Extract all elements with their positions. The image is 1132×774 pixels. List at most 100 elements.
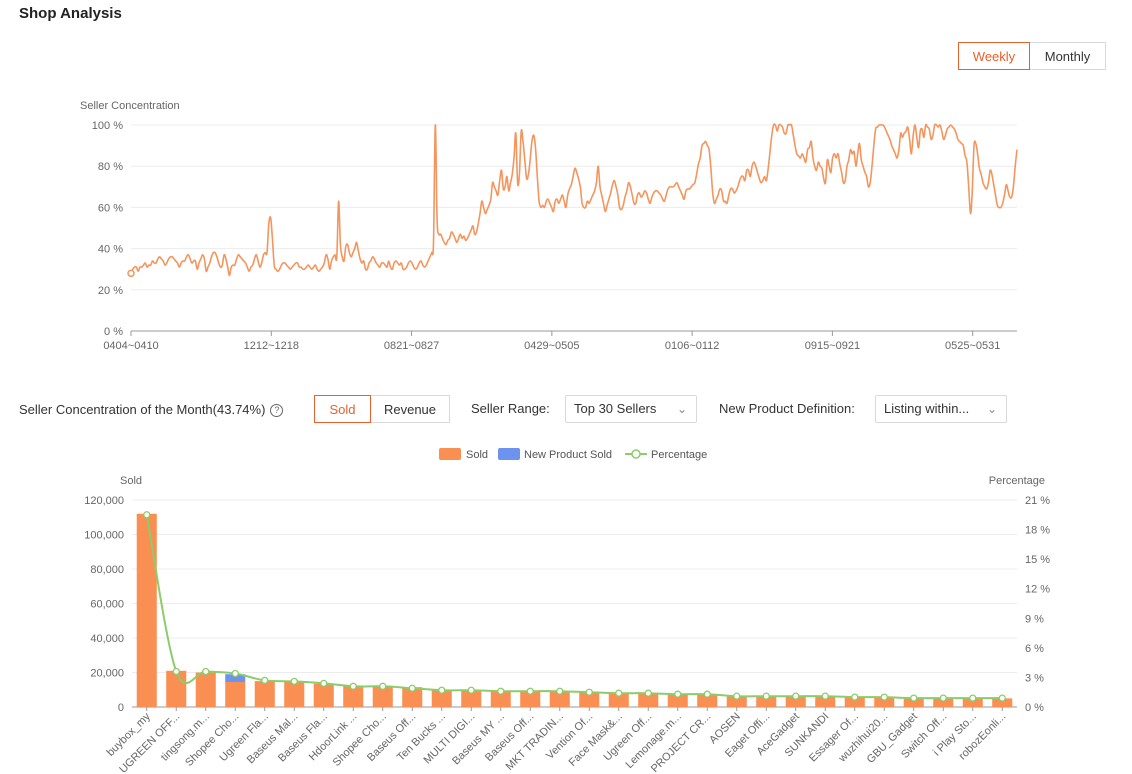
sold-button[interactable]: Sold xyxy=(314,395,371,423)
percentage-point xyxy=(998,694,1006,702)
percentage-point xyxy=(438,686,446,694)
concentration-series-line xyxy=(130,123,1018,277)
percentage-point xyxy=(379,682,387,690)
y2-axis-title: Percentage xyxy=(989,475,1045,487)
bar-new-product-sold xyxy=(225,674,246,682)
bar-sold xyxy=(490,690,511,707)
x-tick-label: 0429~0505 xyxy=(524,340,579,352)
y2-tick-label: 15 % xyxy=(1025,554,1050,566)
percentage-point xyxy=(792,692,800,700)
bar-sold xyxy=(195,672,216,707)
percentage-point xyxy=(349,682,357,690)
monthly-button[interactable]: Monthly xyxy=(1030,42,1106,70)
percentage-point xyxy=(851,693,859,701)
percentage-point xyxy=(733,692,741,700)
bar-sold xyxy=(785,696,806,707)
percentage-point xyxy=(644,689,652,697)
legend-sold-label: Sold xyxy=(466,449,488,461)
bar-sold xyxy=(933,698,954,707)
x-tick-label: 0106~0112 xyxy=(665,340,720,352)
y-tick-label: 60 % xyxy=(98,202,123,214)
bar-sold xyxy=(313,683,334,707)
bar-sold xyxy=(549,691,570,707)
percentage-point xyxy=(939,694,947,702)
legend-sold-swatch xyxy=(439,448,461,460)
y2-tick-label: 12 % xyxy=(1025,584,1050,596)
y2-tick-label: 3 % xyxy=(1025,672,1044,684)
y-axis-title: Sold xyxy=(120,475,142,487)
percentage-point xyxy=(615,689,623,697)
bar-sold xyxy=(638,693,659,707)
bar-sold xyxy=(431,689,452,707)
revenue-button[interactable]: Revenue xyxy=(371,395,450,423)
percentage-point xyxy=(320,679,328,687)
percentage-point xyxy=(585,688,593,696)
seller-range-label: Seller Range: xyxy=(471,401,550,416)
percentage-point xyxy=(969,694,977,702)
percentage-point xyxy=(143,511,151,519)
y-tick-label: 40,000 xyxy=(90,633,124,645)
y-tick-label: 100 % xyxy=(92,120,123,132)
seller-concentration-line-chart: Seller Concentration 0 % 20 % 40 % 60 % 80 % 1… xyxy=(80,100,1018,352)
seller-range-select[interactable]: Top 30 Sellers ⌄ xyxy=(565,395,697,423)
y2-tick-label: 6 % xyxy=(1025,643,1044,655)
y-tick-label: 120,000 xyxy=(84,495,124,507)
period-toggle: Weekly Monthly xyxy=(958,42,1106,70)
bar-sold xyxy=(697,694,718,707)
percentage-point xyxy=(202,667,210,676)
y2-tick-label: 18 % xyxy=(1025,525,1050,537)
concentration-month-row: Seller Concentration of the Month(43.74%… xyxy=(19,402,284,417)
bar-sold xyxy=(166,670,187,707)
percentage-point xyxy=(556,687,564,695)
bar-sold xyxy=(608,693,629,707)
percentage-point xyxy=(261,676,269,685)
series-start-point xyxy=(127,269,135,278)
legend-new-product-swatch xyxy=(498,448,520,460)
percentage-point xyxy=(467,686,475,694)
y-tick-label: 60,000 xyxy=(90,599,124,611)
y2-tick-label: 0 % xyxy=(1025,702,1044,714)
bar-sold xyxy=(284,681,305,707)
y-tick-label: 0 xyxy=(118,702,124,714)
bar-sold xyxy=(903,698,924,707)
question-circle-icon[interactable]: ? xyxy=(270,404,284,417)
y2-tick-label: 21 % xyxy=(1025,495,1050,507)
metric-toggle: Sold Revenue xyxy=(314,395,450,423)
percentage-point xyxy=(821,692,829,700)
percentage-point xyxy=(910,694,918,702)
chevron-down-icon: ⌄ xyxy=(676,402,687,416)
x-tick-label: 0915~0921 xyxy=(805,340,860,352)
percentage-point xyxy=(231,669,239,678)
chevron-down-icon: ⌄ xyxy=(986,402,997,416)
seller-range-value: Top 30 Sellers xyxy=(574,401,657,416)
percentage-point xyxy=(703,690,711,698)
bar-sold xyxy=(225,681,246,707)
bar-sold xyxy=(343,685,364,707)
bar-sold xyxy=(254,681,275,707)
percentage-point xyxy=(172,667,180,676)
seller-sales-bar-chart: Sold New Product Sold Percentage Sold Percen… xyxy=(84,448,1050,774)
x-tick-label: 1212~1218 xyxy=(244,340,299,352)
y2-tick-label: 9 % xyxy=(1025,613,1044,625)
y-tick-label: 80 % xyxy=(98,161,123,173)
percentage-point xyxy=(408,684,416,692)
percentage-series-line xyxy=(145,514,1003,700)
percentage-point xyxy=(290,677,298,686)
new-product-definition-value: Listing within... xyxy=(884,401,970,416)
new-product-definition-select[interactable]: Listing within... ⌄ xyxy=(875,395,1007,423)
bar-sold xyxy=(402,687,423,707)
percentage-point xyxy=(497,687,505,695)
y-tick-label: 20,000 xyxy=(90,668,124,680)
y-tick-label: 0 % xyxy=(104,326,123,338)
new-product-definition-label: New Product Definition: xyxy=(719,401,855,416)
weekly-button[interactable]: Weekly xyxy=(958,42,1030,70)
y-tick-label: 100,000 xyxy=(84,530,124,542)
y-axis-title: Seller Concentration xyxy=(80,100,180,112)
bar-sold xyxy=(756,695,777,707)
bar-sold xyxy=(726,695,747,707)
percentage-point xyxy=(674,690,682,698)
x-tick-label: 0821~0827 xyxy=(384,340,439,352)
x-tick-label: 0525~0531 xyxy=(945,340,1000,352)
bar-sold xyxy=(844,697,865,707)
page-title: Shop Analysis xyxy=(19,5,122,22)
